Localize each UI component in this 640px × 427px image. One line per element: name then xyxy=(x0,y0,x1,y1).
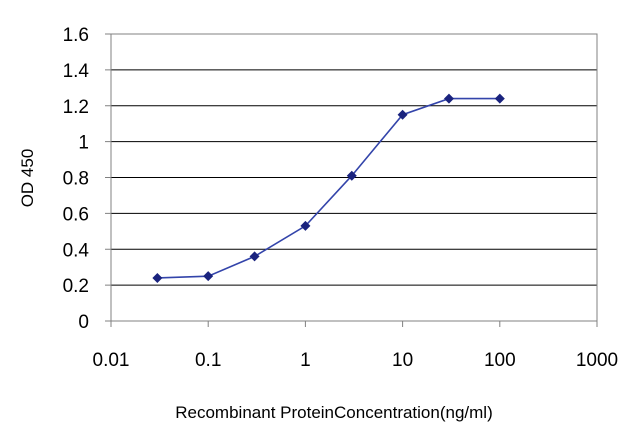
y-tick-label: 0.2 xyxy=(63,276,89,297)
data-point xyxy=(249,251,260,262)
x-axis: 0.01 0.1 1 10 100 1000 xyxy=(93,321,618,371)
x-tick-label: 10 xyxy=(392,350,413,371)
y-tick-label: 1.2 xyxy=(63,97,89,118)
y-tick-label: 0.6 xyxy=(63,204,89,225)
y-tick-label: 0.4 xyxy=(63,240,90,261)
y-axis: 0 0.2 0.4 0.6 0.8 1 1.2 1.4 1.6 xyxy=(63,25,111,333)
data-point xyxy=(203,271,214,282)
x-tick-label: 1000 xyxy=(576,350,618,371)
data-point xyxy=(443,93,454,104)
y-tick-label: 1.6 xyxy=(63,25,89,46)
x-axis-title: Recombinant ProteinConcentration(ng/ml) xyxy=(175,403,493,422)
series-line xyxy=(157,97,500,279)
y-tick-label: 1 xyxy=(78,133,89,154)
gridlines xyxy=(111,69,597,286)
y-tick-label: 0.8 xyxy=(63,169,89,190)
data-point xyxy=(346,170,357,181)
data-point xyxy=(397,109,408,120)
x-tick-label: 0.1 xyxy=(195,350,221,371)
data-point xyxy=(152,272,163,283)
y-tick-label: 0 xyxy=(78,312,89,333)
y-tick-label: 1.4 xyxy=(63,61,90,82)
x-tick-label: 1 xyxy=(300,350,311,371)
series xyxy=(152,93,505,283)
x-tick-label: 100 xyxy=(484,350,516,371)
y-axis-title: OD 450 xyxy=(18,149,37,208)
data-point xyxy=(300,220,311,231)
x-tick-label: 0.01 xyxy=(93,350,130,371)
data-point xyxy=(494,93,505,104)
